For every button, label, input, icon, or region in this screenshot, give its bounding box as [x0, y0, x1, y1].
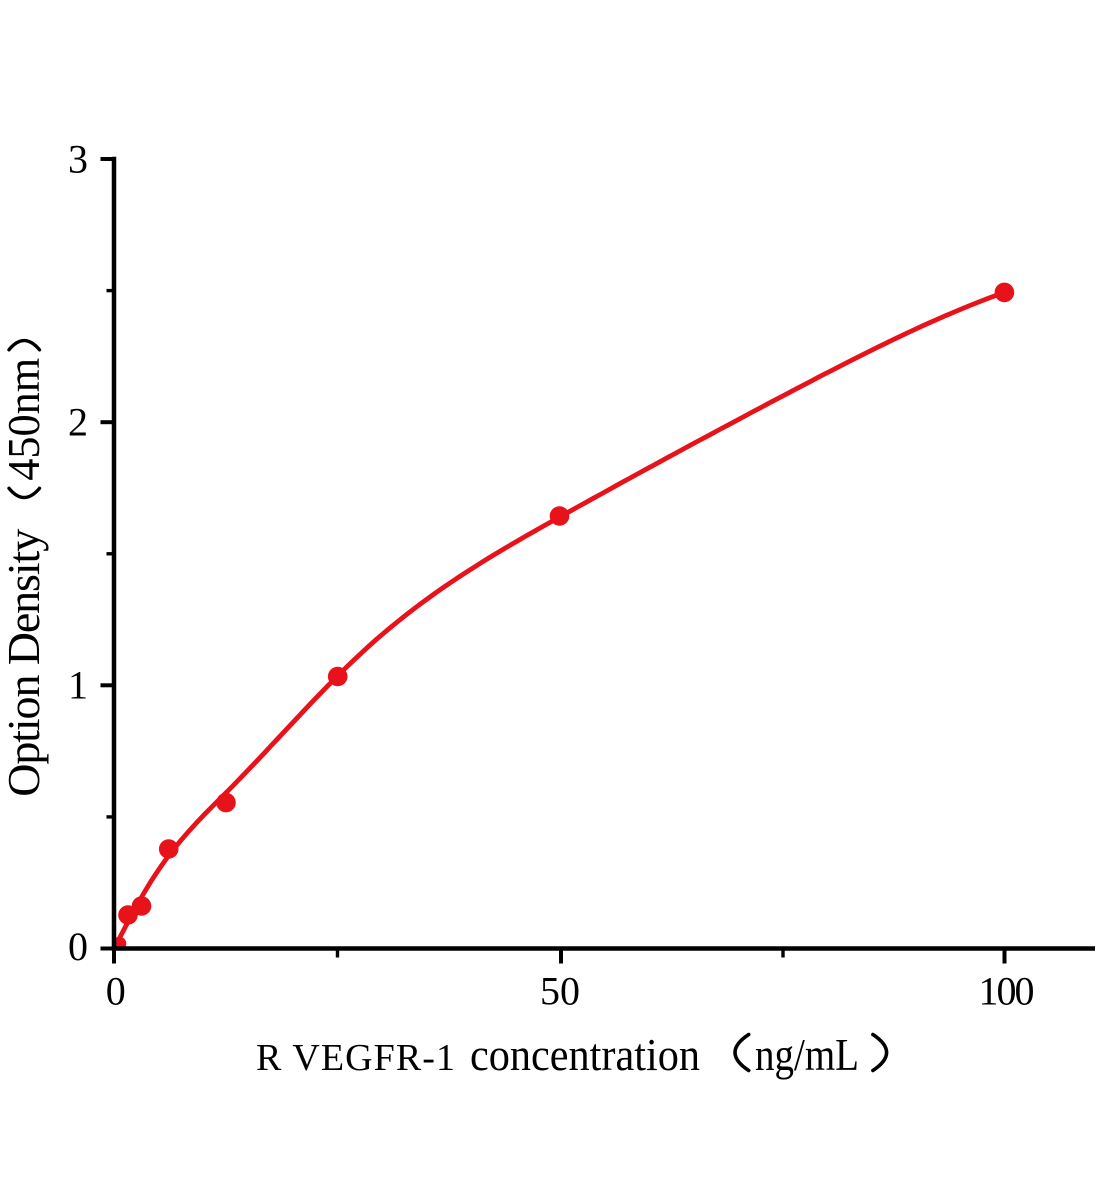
- svg-text:ng/mL: ng/mL: [755, 1029, 859, 1080]
- svg-text:1: 1: [68, 663, 88, 708]
- svg-text:0: 0: [68, 924, 88, 969]
- svg-text:R VEGFR-1: R VEGFR-1: [256, 1037, 455, 1079]
- svg-text:2: 2: [68, 400, 88, 445]
- svg-text:450nm: 450nm: [0, 358, 49, 481]
- svg-text:100: 100: [979, 969, 1035, 1014]
- svg-text:3: 3: [68, 136, 88, 181]
- svg-text:concentration: concentration: [470, 1029, 700, 1080]
- svg-text:Option Density: Option Density: [0, 529, 49, 797]
- svg-text:50: 50: [540, 969, 580, 1014]
- svg-text:0: 0: [106, 969, 126, 1014]
